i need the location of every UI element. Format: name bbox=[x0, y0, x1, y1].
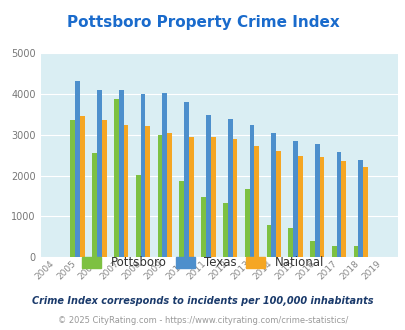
Bar bbox=[102, 120, 107, 257]
Bar bbox=[249, 125, 254, 257]
Bar bbox=[119, 90, 123, 257]
Bar bbox=[145, 126, 150, 257]
Bar bbox=[179, 181, 184, 257]
Bar bbox=[135, 175, 140, 257]
Legend: Pottsboro, Texas, National: Pottsboro, Texas, National bbox=[79, 253, 326, 273]
Bar bbox=[254, 146, 258, 257]
Text: © 2025 CityRating.com - https://www.cityrating.com/crime-statistics/: © 2025 CityRating.com - https://www.city… bbox=[58, 316, 347, 325]
Bar bbox=[162, 93, 167, 257]
Bar bbox=[222, 203, 227, 257]
Bar bbox=[200, 197, 205, 257]
Bar bbox=[184, 102, 188, 257]
Bar bbox=[336, 152, 341, 257]
Bar bbox=[188, 137, 193, 257]
Bar bbox=[309, 242, 314, 257]
Bar bbox=[70, 120, 75, 257]
Text: Crime Index corresponds to incidents per 100,000 inhabitants: Crime Index corresponds to incidents per… bbox=[32, 296, 373, 306]
Bar bbox=[288, 227, 292, 257]
Bar bbox=[292, 141, 297, 257]
Bar bbox=[97, 90, 102, 257]
Bar bbox=[80, 116, 85, 257]
Bar bbox=[331, 246, 336, 257]
Bar bbox=[275, 151, 280, 257]
Bar bbox=[140, 94, 145, 257]
Bar bbox=[92, 153, 97, 257]
Bar bbox=[167, 133, 172, 257]
Bar bbox=[157, 135, 162, 257]
Bar bbox=[341, 161, 345, 257]
Bar bbox=[358, 160, 362, 257]
Bar bbox=[232, 139, 237, 257]
Bar bbox=[362, 167, 367, 257]
Bar bbox=[297, 155, 302, 257]
Bar bbox=[319, 157, 324, 257]
Bar bbox=[244, 189, 249, 257]
Bar bbox=[314, 145, 319, 257]
Bar bbox=[266, 225, 271, 257]
Bar bbox=[353, 246, 358, 257]
Bar bbox=[123, 125, 128, 257]
Bar bbox=[271, 133, 275, 257]
Text: Pottsboro Property Crime Index: Pottsboro Property Crime Index bbox=[66, 15, 339, 30]
Bar bbox=[75, 82, 80, 257]
Bar bbox=[205, 115, 210, 257]
Bar bbox=[210, 137, 215, 257]
Bar bbox=[114, 99, 119, 257]
Bar bbox=[227, 119, 232, 257]
